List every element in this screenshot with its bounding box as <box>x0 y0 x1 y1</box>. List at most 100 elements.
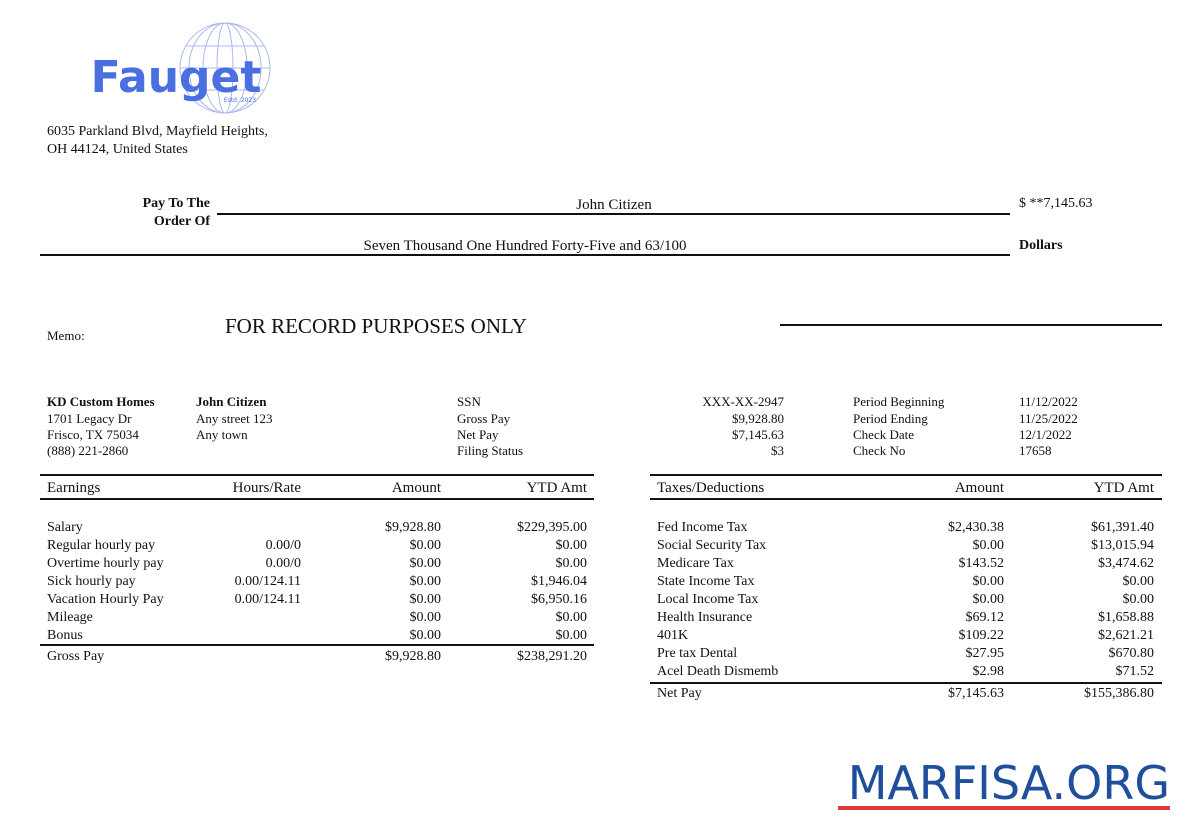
employer-info: KD Custom Homes <box>47 394 155 410</box>
table-cell: $229,395.00 <box>517 519 587 535</box>
table-total: Gross Pay <box>47 648 105 664</box>
period-label: Check No <box>853 443 906 459</box>
table-cell: $0.00 <box>1122 573 1155 589</box>
table-cell: $27.95 <box>965 645 1005 661</box>
table-cell: $0.00 <box>555 609 588 625</box>
info-label: SSN <box>457 394 481 410</box>
info-label: Gross Pay <box>457 410 511 426</box>
table-cell: $1,946.04 <box>531 573 587 589</box>
table-cell: Regular hourly pay <box>47 537 156 553</box>
pay-to-label: Order Of <box>153 213 210 229</box>
table-cell: $143.52 <box>958 555 1005 571</box>
table-cell: $0.00 <box>409 537 442 553</box>
table-cell: $61,391.40 <box>1091 519 1154 535</box>
employer-info: Frisco, TX 75034 <box>47 426 139 442</box>
table-cell: State Income Tax <box>657 573 755 589</box>
table-cell: Vacation Hourly Pay <box>47 591 164 607</box>
info-value: $7,145.63 <box>732 426 784 442</box>
table-total: $9,928.80 <box>385 648 441 664</box>
table-header: YTD Amt <box>1093 480 1154 496</box>
table-header: Taxes/Deductions <box>657 480 765 496</box>
table-cell: $6,950.16 <box>531 591 587 607</box>
period-value: 17658 <box>1019 443 1052 459</box>
table-cell: $69.12 <box>965 609 1005 625</box>
table-header: Hours/Rate <box>232 480 301 496</box>
employer-info: (888) 221-2860 <box>47 443 129 459</box>
table-cell: 0.00/0 <box>265 555 301 571</box>
company-address: 6035 Parkland Blvd, Mayfield Heights, <box>47 123 268 139</box>
table-header: Amount <box>391 480 441 496</box>
watermark: MARFISA.ORG <box>847 756 1170 811</box>
table-cell: Health Insurance <box>657 609 753 625</box>
logo-tagline: Estd. 2023 <box>223 97 257 105</box>
table-cell: $0.00 <box>409 573 442 589</box>
pay-to-label: Pay To The <box>142 195 210 211</box>
table-cell: $0.00 <box>972 591 1005 607</box>
table-cell: $0.00 <box>555 627 588 643</box>
table-cell: $3,474.62 <box>1098 555 1154 571</box>
amount-words: Seven Thousand One Hundred Forty-Five an… <box>363 238 687 254</box>
table-cell: Bonus <box>47 627 83 643</box>
table-cell: $9,928.80 <box>385 519 441 535</box>
memo-label: Memo: <box>47 328 85 344</box>
table-total: Net Pay <box>657 685 702 701</box>
table-cell: $2.98 <box>972 663 1005 679</box>
table-cell: Acel Death Dismemb <box>657 663 779 679</box>
period-label: Check Date <box>853 426 915 442</box>
table-cell: $109.22 <box>958 627 1005 643</box>
employer-info: 1701 Legacy Dr <box>47 410 132 426</box>
logo-name: Fauget <box>90 51 262 103</box>
table-cell: $2,621.21 <box>1098 627 1154 643</box>
employee-info: Any street 123 <box>196 410 273 426</box>
table-header: Amount <box>954 480 1004 496</box>
employee-info: Any town <box>196 426 248 442</box>
table-cell: $0.00 <box>972 537 1005 553</box>
table-cell: $13,015.94 <box>1091 537 1154 553</box>
table-cell: Medicare Tax <box>657 555 734 571</box>
table-cell: $0.00 <box>409 591 442 607</box>
table-cell: $0.00 <box>409 609 442 625</box>
table-cell: $0.00 <box>409 555 442 571</box>
table-cell: Fed Income Tax <box>657 519 748 535</box>
table-cell: $0.00 <box>1122 591 1155 607</box>
table-cell: Sick hourly pay <box>47 573 136 589</box>
table-cell: Local Income Tax <box>657 591 759 607</box>
table-header: YTD Amt <box>526 480 587 496</box>
info-value: $9,928.80 <box>732 410 784 426</box>
table-cell: $2,430.38 <box>948 519 1004 535</box>
table-cell: $71.52 <box>1115 663 1155 679</box>
info-label: Net Pay <box>457 426 499 442</box>
period-label: Period Ending <box>853 410 928 426</box>
table-cell: 0.00/124.11 <box>234 591 301 607</box>
payee: John Citizen <box>576 197 652 213</box>
period-label: Period Beginning <box>853 394 945 410</box>
logo-globe <box>179 22 271 114</box>
period-value: 11/25/2022 <box>1019 410 1078 426</box>
table-total: $238,291.20 <box>517 648 587 664</box>
info-value: $3 <box>771 443 784 459</box>
table-total: $7,145.63 <box>948 685 1004 701</box>
table-cell: Salary <box>47 519 83 535</box>
table-cell: $0.00 <box>555 537 588 553</box>
table-cell: $1,658.88 <box>1098 609 1154 625</box>
check-amount: $ **7,145.63 <box>1019 195 1093 211</box>
table-cell: Overtime hourly pay <box>47 555 164 571</box>
info-value: XXX-XX-2947 <box>702 394 784 410</box>
table-cell: Social Security Tax <box>657 537 767 553</box>
period-value: 11/12/2022 <box>1019 394 1078 410</box>
memo: FOR RECORD PURPOSES ONLY <box>225 314 527 339</box>
table-cell: $0.00 <box>555 555 588 571</box>
table-cell: $0.00 <box>409 627 442 643</box>
info-label: Filing Status <box>457 443 524 459</box>
table-cell: 0.00/0 <box>265 537 301 553</box>
employee-info: John Citizen <box>196 394 267 410</box>
table-cell: $0.00 <box>972 573 1005 589</box>
table-total: $155,386.80 <box>1084 685 1154 701</box>
table-cell: Pre tax Dental <box>657 645 738 661</box>
period-value: 12/1/2022 <box>1019 426 1072 442</box>
dollars-label: Dollars <box>1019 237 1063 253</box>
company-address: OH 44124, United States <box>47 141 188 157</box>
table-cell: Mileage <box>47 609 93 625</box>
